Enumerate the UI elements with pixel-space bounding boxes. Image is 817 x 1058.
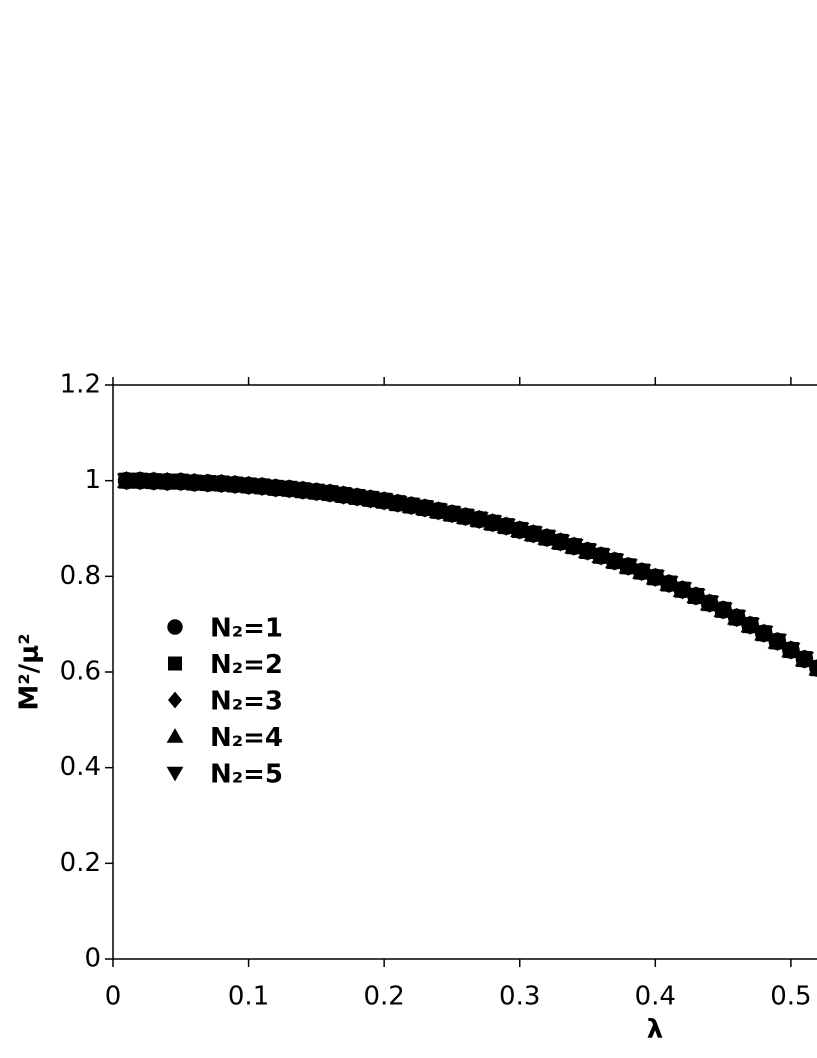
- data-point: [334, 486, 353, 504]
- data-point: [429, 502, 448, 520]
- data-point: [443, 504, 461, 523]
- data-point: [226, 475, 244, 494]
- y-tick-label: 0.6: [60, 657, 101, 687]
- data-point: [619, 557, 637, 576]
- data-point: [741, 616, 760, 634]
- data-point: [565, 537, 583, 555]
- legend-marker: [166, 766, 184, 782]
- data-point: [754, 624, 773, 643]
- data-point: [605, 552, 624, 570]
- data-point: [551, 533, 570, 551]
- data-point: [795, 650, 814, 668]
- y-tick-label: 1: [84, 465, 101, 495]
- data-point: [714, 601, 732, 619]
- legend-label: N₂=4: [210, 723, 283, 753]
- data-point: [456, 507, 475, 526]
- legend-marker: [168, 691, 182, 709]
- data-point: [266, 479, 285, 497]
- y-tick-label: 0: [84, 944, 101, 974]
- x-tick-label: 0.1: [228, 982, 269, 1012]
- legend-label: N₂=1: [210, 614, 283, 644]
- y-tick-label: 1.2: [60, 370, 101, 400]
- data-point: [307, 482, 326, 501]
- data-point: [524, 524, 543, 543]
- legend-marker: [168, 656, 182, 671]
- data-point: [185, 473, 204, 492]
- data-point: [361, 490, 380, 508]
- data-point: [538, 528, 556, 547]
- data-point: [144, 472, 163, 490]
- data-point: [673, 580, 692, 599]
- data-point: [632, 562, 651, 581]
- data-point: [700, 594, 719, 612]
- legend-marker: [166, 728, 184, 743]
- data-point: [280, 479, 299, 498]
- data-point: [470, 510, 488, 529]
- data-point: [782, 641, 800, 659]
- data-point: [171, 472, 190, 491]
- data-point: [239, 476, 258, 495]
- data-point: [321, 484, 339, 502]
- x-axis-label: λ: [647, 1015, 663, 1045]
- y-tick-label: 0.4: [60, 752, 101, 782]
- legend-label: N₂=2: [210, 650, 283, 680]
- x-tick-label: 0.5: [770, 982, 811, 1012]
- data-point: [375, 491, 393, 510]
- legend-label: N₂=3: [210, 687, 283, 717]
- data-point: [768, 632, 787, 651]
- data-point: [199, 474, 217, 492]
- data-point: [294, 481, 312, 500]
- data-point: [646, 568, 665, 587]
- y-tick-label: 0.8: [60, 561, 101, 591]
- data-point: [578, 542, 597, 560]
- data-point: [117, 471, 136, 490]
- y-axis-label: M²/μ²: [15, 633, 45, 710]
- legend-marker: [167, 619, 183, 635]
- data-point: [660, 574, 678, 593]
- x-tick-label: 0: [105, 982, 122, 1012]
- data-point: [348, 488, 366, 506]
- data-point: [483, 513, 502, 532]
- legend-label: N₂=5: [210, 760, 283, 790]
- x-tick-label: 0.4: [635, 982, 676, 1012]
- y-tick-label: 0.2: [60, 848, 101, 878]
- data-point: [497, 517, 515, 535]
- data-point: [253, 477, 271, 496]
- data-point: [687, 587, 705, 605]
- data-point: [131, 471, 149, 490]
- x-tick-label: 0.3: [499, 982, 540, 1012]
- x-tick-label: 0.2: [363, 982, 404, 1012]
- data-point: [402, 496, 421, 515]
- data-point: [416, 499, 434, 517]
- data-point: [158, 472, 177, 491]
- data-point: [510, 521, 529, 539]
- data-point: [592, 546, 610, 565]
- data-point: [727, 608, 746, 627]
- data-point: [809, 659, 817, 677]
- data-point: [212, 474, 231, 493]
- data-point: [388, 494, 407, 512]
